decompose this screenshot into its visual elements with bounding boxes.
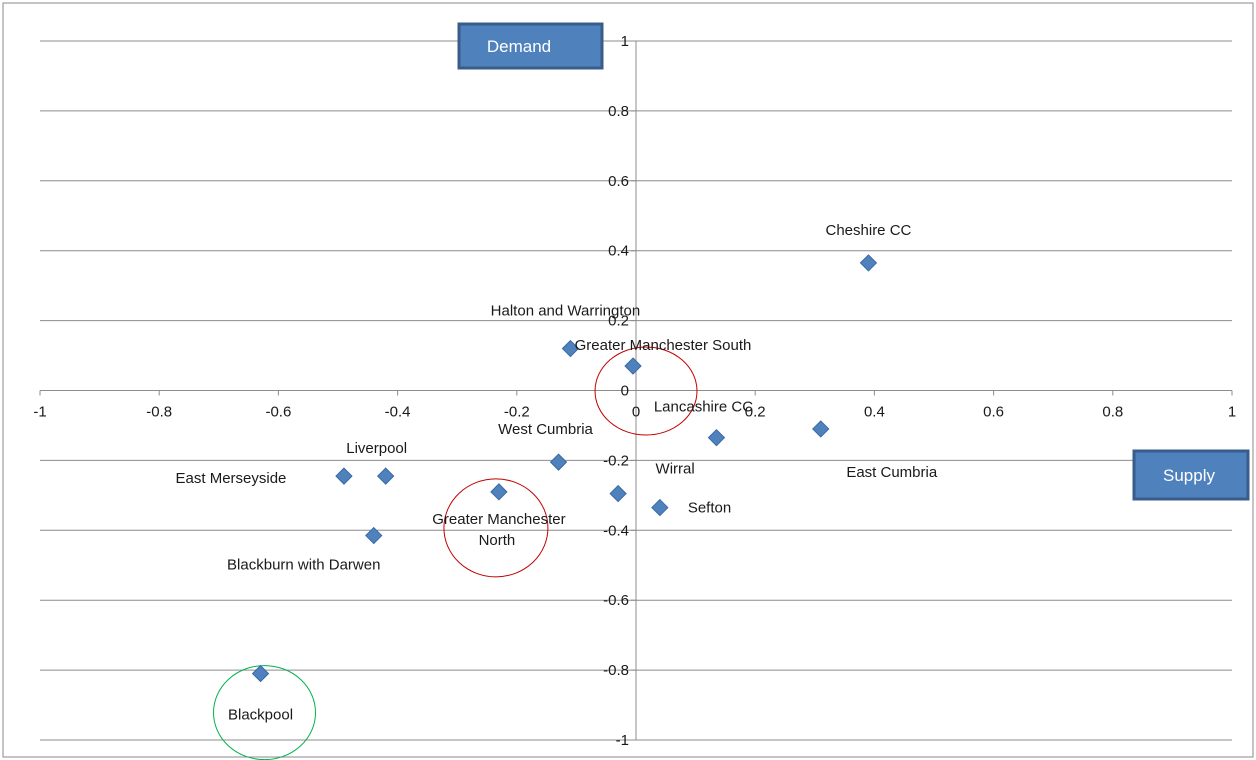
point-label: Blackburn with Darwen	[227, 557, 380, 574]
data-point	[707, 428, 726, 447]
x-tick-label: 0.6	[983, 404, 1004, 421]
y-tick-label: -0.6	[603, 592, 629, 609]
point-label: West Cumbria	[498, 421, 593, 438]
point-labels: Cheshire CC Halton and Warrington Greater …	[176, 222, 938, 724]
x-tick-label: 0.4	[864, 404, 885, 421]
point-label: Wirral	[656, 461, 695, 478]
point-label: Blackpool	[228, 707, 293, 724]
data-point	[651, 498, 669, 517]
point-label: Greater Manchester North	[432, 511, 565, 549]
data-point	[335, 467, 353, 485]
data-point	[609, 484, 627, 503]
highlight-circle	[443, 478, 549, 578]
y-tick-label: 0	[621, 383, 629, 400]
data-point	[365, 526, 383, 545]
data-point	[624, 357, 642, 375]
y-tick-label: -0.8	[603, 662, 629, 679]
y-tick-label: 0.8	[608, 103, 629, 120]
supply-axis-box: Supply	[1132, 449, 1250, 501]
tick-labels: -1 -0.8 -0.6 -0.4 -0.2 0 0.2 0.4 0.6 0.8 1 1 0.8 0.6 0…	[33, 33, 1236, 749]
point-label: Lancashire CC	[654, 399, 753, 416]
x-axis-label: Supply	[1163, 466, 1215, 485]
x-tick-label: -0.4	[385, 404, 411, 421]
x-tick-label: -0.8	[146, 404, 172, 421]
data-point	[376, 467, 395, 485]
data-point	[812, 420, 830, 438]
axes	[39, 40, 1233, 741]
y-tick-label: 0.4	[608, 243, 629, 260]
y-tick-label: -0.4	[603, 522, 629, 539]
data-point	[549, 453, 568, 471]
point-label: Halton and Warrington	[491, 303, 641, 320]
data-point	[561, 339, 580, 358]
point-label: East Merseyside	[176, 470, 287, 487]
data-point	[490, 483, 508, 501]
data-point	[251, 664, 270, 683]
x-tick-label: -0.2	[504, 404, 530, 421]
y-tick-label: 1	[621, 33, 629, 50]
x-tick-label: -1	[33, 404, 46, 421]
x-tick-label: 0.8	[1102, 404, 1123, 421]
x-tick-label: 1	[1228, 404, 1236, 421]
x-tick-label: 0.2	[745, 404, 766, 421]
y-tick-label: 0.2	[608, 313, 629, 330]
x-tick-label: 0	[632, 404, 640, 421]
point-label: East Cumbria	[846, 464, 938, 481]
demand-axis-box: Demand	[457, 22, 604, 70]
data-points	[251, 254, 878, 683]
x-tick-label: -0.6	[265, 404, 291, 421]
point-label: Greater Manchester South	[575, 337, 752, 354]
point-label: Liverpool	[346, 440, 407, 457]
data-point	[859, 254, 878, 272]
point-label: Sefton	[688, 500, 731, 517]
highlight-circle	[594, 346, 698, 436]
y-tick-label: -1	[616, 732, 629, 749]
y-tick-label: 0.6	[608, 173, 629, 190]
y-axis-label: Demand	[487, 37, 551, 56]
y-tick-label: -0.2	[603, 452, 629, 469]
point-label: Cheshire CC	[826, 222, 912, 239]
